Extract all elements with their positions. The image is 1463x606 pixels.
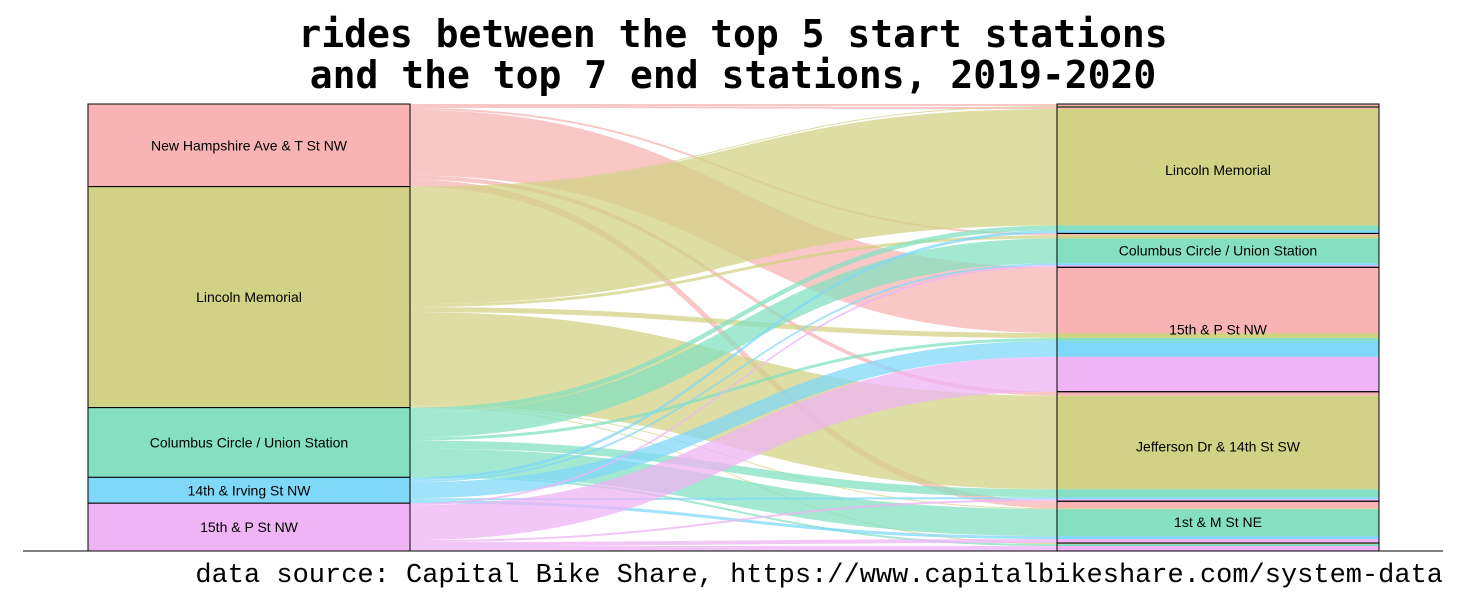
end-station-label: 15th & P St NW xyxy=(1169,321,1268,337)
flow-ribbon xyxy=(410,546,1057,551)
flow-ribbon xyxy=(410,105,1057,188)
flow-ribbon xyxy=(410,105,1057,109)
start-station-node xyxy=(87,103,411,188)
start-station-label: New Hampshire Ave & T St NW xyxy=(151,137,348,153)
end-station-label: Jefferson Dr & 14th St SW xyxy=(1136,438,1301,454)
flow-ribbon xyxy=(410,312,1057,490)
end-station-band xyxy=(1057,508,1379,510)
end-station-column: Lincoln Memorial Columbus Circle / Union … xyxy=(1056,103,1380,552)
start-station-column: New Hampshire Ave & T St NW Lincoln Memor… xyxy=(87,103,411,552)
flow-ribbon xyxy=(410,440,1057,498)
end-station-band xyxy=(1057,539,1379,544)
end-station-band xyxy=(1057,501,1379,509)
end-station-band xyxy=(1057,238,1379,264)
end-station-band xyxy=(1057,536,1379,540)
end-station-band xyxy=(1057,106,1379,109)
end-station-band xyxy=(1057,391,1379,396)
end-station-band xyxy=(1057,265,1379,268)
end-station-band xyxy=(1057,104,1379,106)
flow-ribbon xyxy=(410,499,1057,543)
flow-ribbon xyxy=(410,356,1057,541)
end-station-band xyxy=(1057,509,1379,537)
start-station-node xyxy=(87,407,411,478)
end-station-band xyxy=(1057,395,1379,490)
flow-ribbon xyxy=(410,175,1057,396)
end-station-band xyxy=(1057,230,1379,234)
start-station-label: 14th & Irving St NW xyxy=(188,482,312,498)
end-station-label: Lincoln Memorial xyxy=(1165,162,1271,178)
end-station-band xyxy=(1057,267,1379,333)
end-station-label: Columbus Circle / Union Station xyxy=(1119,242,1317,258)
end-station-band xyxy=(1057,263,1379,266)
start-station-label: Lincoln Memorial xyxy=(196,289,302,305)
end-station-band xyxy=(1057,544,1379,547)
end-station-band xyxy=(1057,337,1379,341)
end-station-label: 1st & M St NE xyxy=(1174,514,1262,530)
end-station-band xyxy=(1057,340,1379,357)
start-station-node xyxy=(87,476,411,504)
end-station-band xyxy=(1057,108,1379,226)
flow-ribbon xyxy=(410,337,1057,441)
flow-ribbon xyxy=(410,225,1057,413)
end-station-band xyxy=(1057,489,1379,498)
end-station-band xyxy=(1057,225,1379,231)
flow-ribbon xyxy=(410,406,1057,545)
data-source-caption: data source: Capital Bike Share, https:/… xyxy=(195,561,1443,591)
end-station-node xyxy=(1056,542,1380,552)
flow-ribbons xyxy=(410,104,1057,551)
flow-ribbon xyxy=(410,230,1057,481)
end-station-band xyxy=(1057,235,1379,239)
end-station-band xyxy=(1057,546,1379,551)
end-station-band xyxy=(1057,499,1379,502)
flow-ribbon xyxy=(410,265,1057,506)
end-station-band xyxy=(1057,233,1379,236)
flow-ribbon xyxy=(410,263,1057,483)
flow-ribbon xyxy=(410,104,1057,106)
flow-ribbon xyxy=(410,238,1057,438)
start-station-label: Columbus Circle / Union Station xyxy=(150,434,348,450)
start-station-node xyxy=(87,186,411,409)
chart-title-line-2: and the top 7 end stations, 2019-2020 xyxy=(310,53,1156,97)
chart-title-line-1: rides between the top 5 start stations xyxy=(298,12,1167,56)
end-station-band xyxy=(1057,356,1379,392)
end-station-band xyxy=(1057,332,1379,338)
flow-ribbon xyxy=(410,475,1057,547)
flow-ribbon xyxy=(410,235,1057,308)
flow-ribbon xyxy=(410,307,1057,338)
end-station-band xyxy=(1057,497,1379,500)
flow-ribbon xyxy=(410,108,1057,305)
flow-ribbon xyxy=(410,340,1057,499)
start-station-node xyxy=(87,502,411,552)
flow-ribbon xyxy=(410,539,1057,547)
start-station-label: 15th & P St NW xyxy=(200,519,299,535)
